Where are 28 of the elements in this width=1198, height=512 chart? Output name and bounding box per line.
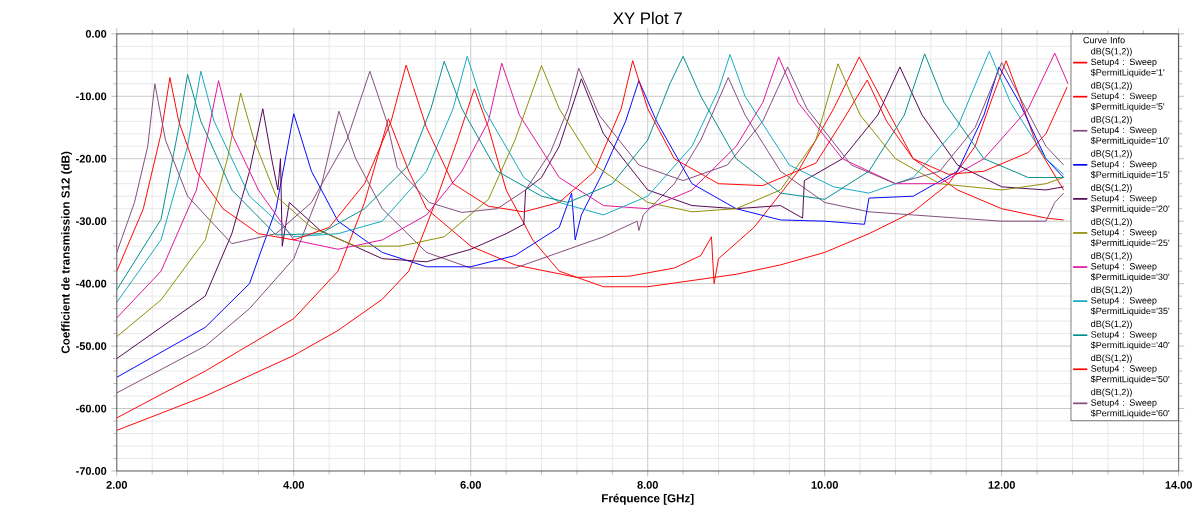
legend-label: dB(S(1,2)) Setup4 : Sweep $PermitLiquide='25' (1090, 218, 1170, 248)
legend-title: Curve Info (1083, 36, 1125, 44)
legend-label: dB(S(1,2)) Setup4 : Sweep $PermitLiquide='40' (1090, 320, 1170, 351)
x-tick-label: 4.00 (283, 481, 304, 489)
x-tick-label: 12.00 (988, 481, 1015, 489)
x-tick-label: 2.00 (106, 481, 127, 489)
legend-label: dB(S(1,2)) Setup4 : Sweep $PermitLiquide='60' (1090, 388, 1170, 419)
legend-label: dB(S(1,2)) Setup4 : Sweep $PermitLiquide='10' (1090, 116, 1170, 146)
y-tick-label: -10.00 (76, 92, 107, 101)
y-tick-label: -20.00 (76, 155, 107, 163)
y-tick-label: -60.00 (76, 404, 107, 413)
y-tick-label: -30.00 (76, 217, 107, 226)
x-axis-title: Fréquence [GHz] (602, 493, 694, 505)
y-axis-title: Coefficient de transmission S12 (dB) (61, 151, 72, 354)
legend-label: dB(S(1,2)) Setup4 : Sweep $PermitLiquide='30' (1090, 252, 1170, 283)
legend-label: dB(S(1,2)) Setup4 : Sweep $PermitLiquide='15' (1090, 150, 1170, 180)
x-tick-label: 10.00 (811, 481, 838, 489)
x-tick-label: 6.00 (460, 481, 481, 489)
y-tick-label: -70.00 (76, 467, 107, 476)
y-tick-label: -50.00 (76, 342, 107, 351)
legend-label: dB(S(1,2)) Setup4 : Sweep $PermitLiquide='20' (1090, 184, 1170, 214)
legend-label: dB(S(1,2)) Setup4 : Sweep $PermitLiquide='35' (1090, 286, 1170, 317)
y-tick-label: 0.00 (85, 30, 107, 38)
y-tick-label: -40.00 (76, 279, 107, 288)
x-tick-label: 8.00 (637, 481, 658, 489)
chart-title: XY Plot 7 (613, 12, 682, 25)
x-tick-label: 14.00 (1165, 481, 1192, 489)
legend-label: dB(S(1,2)) Setup4 : Sweep $PermitLiquide='50' (1090, 354, 1170, 385)
